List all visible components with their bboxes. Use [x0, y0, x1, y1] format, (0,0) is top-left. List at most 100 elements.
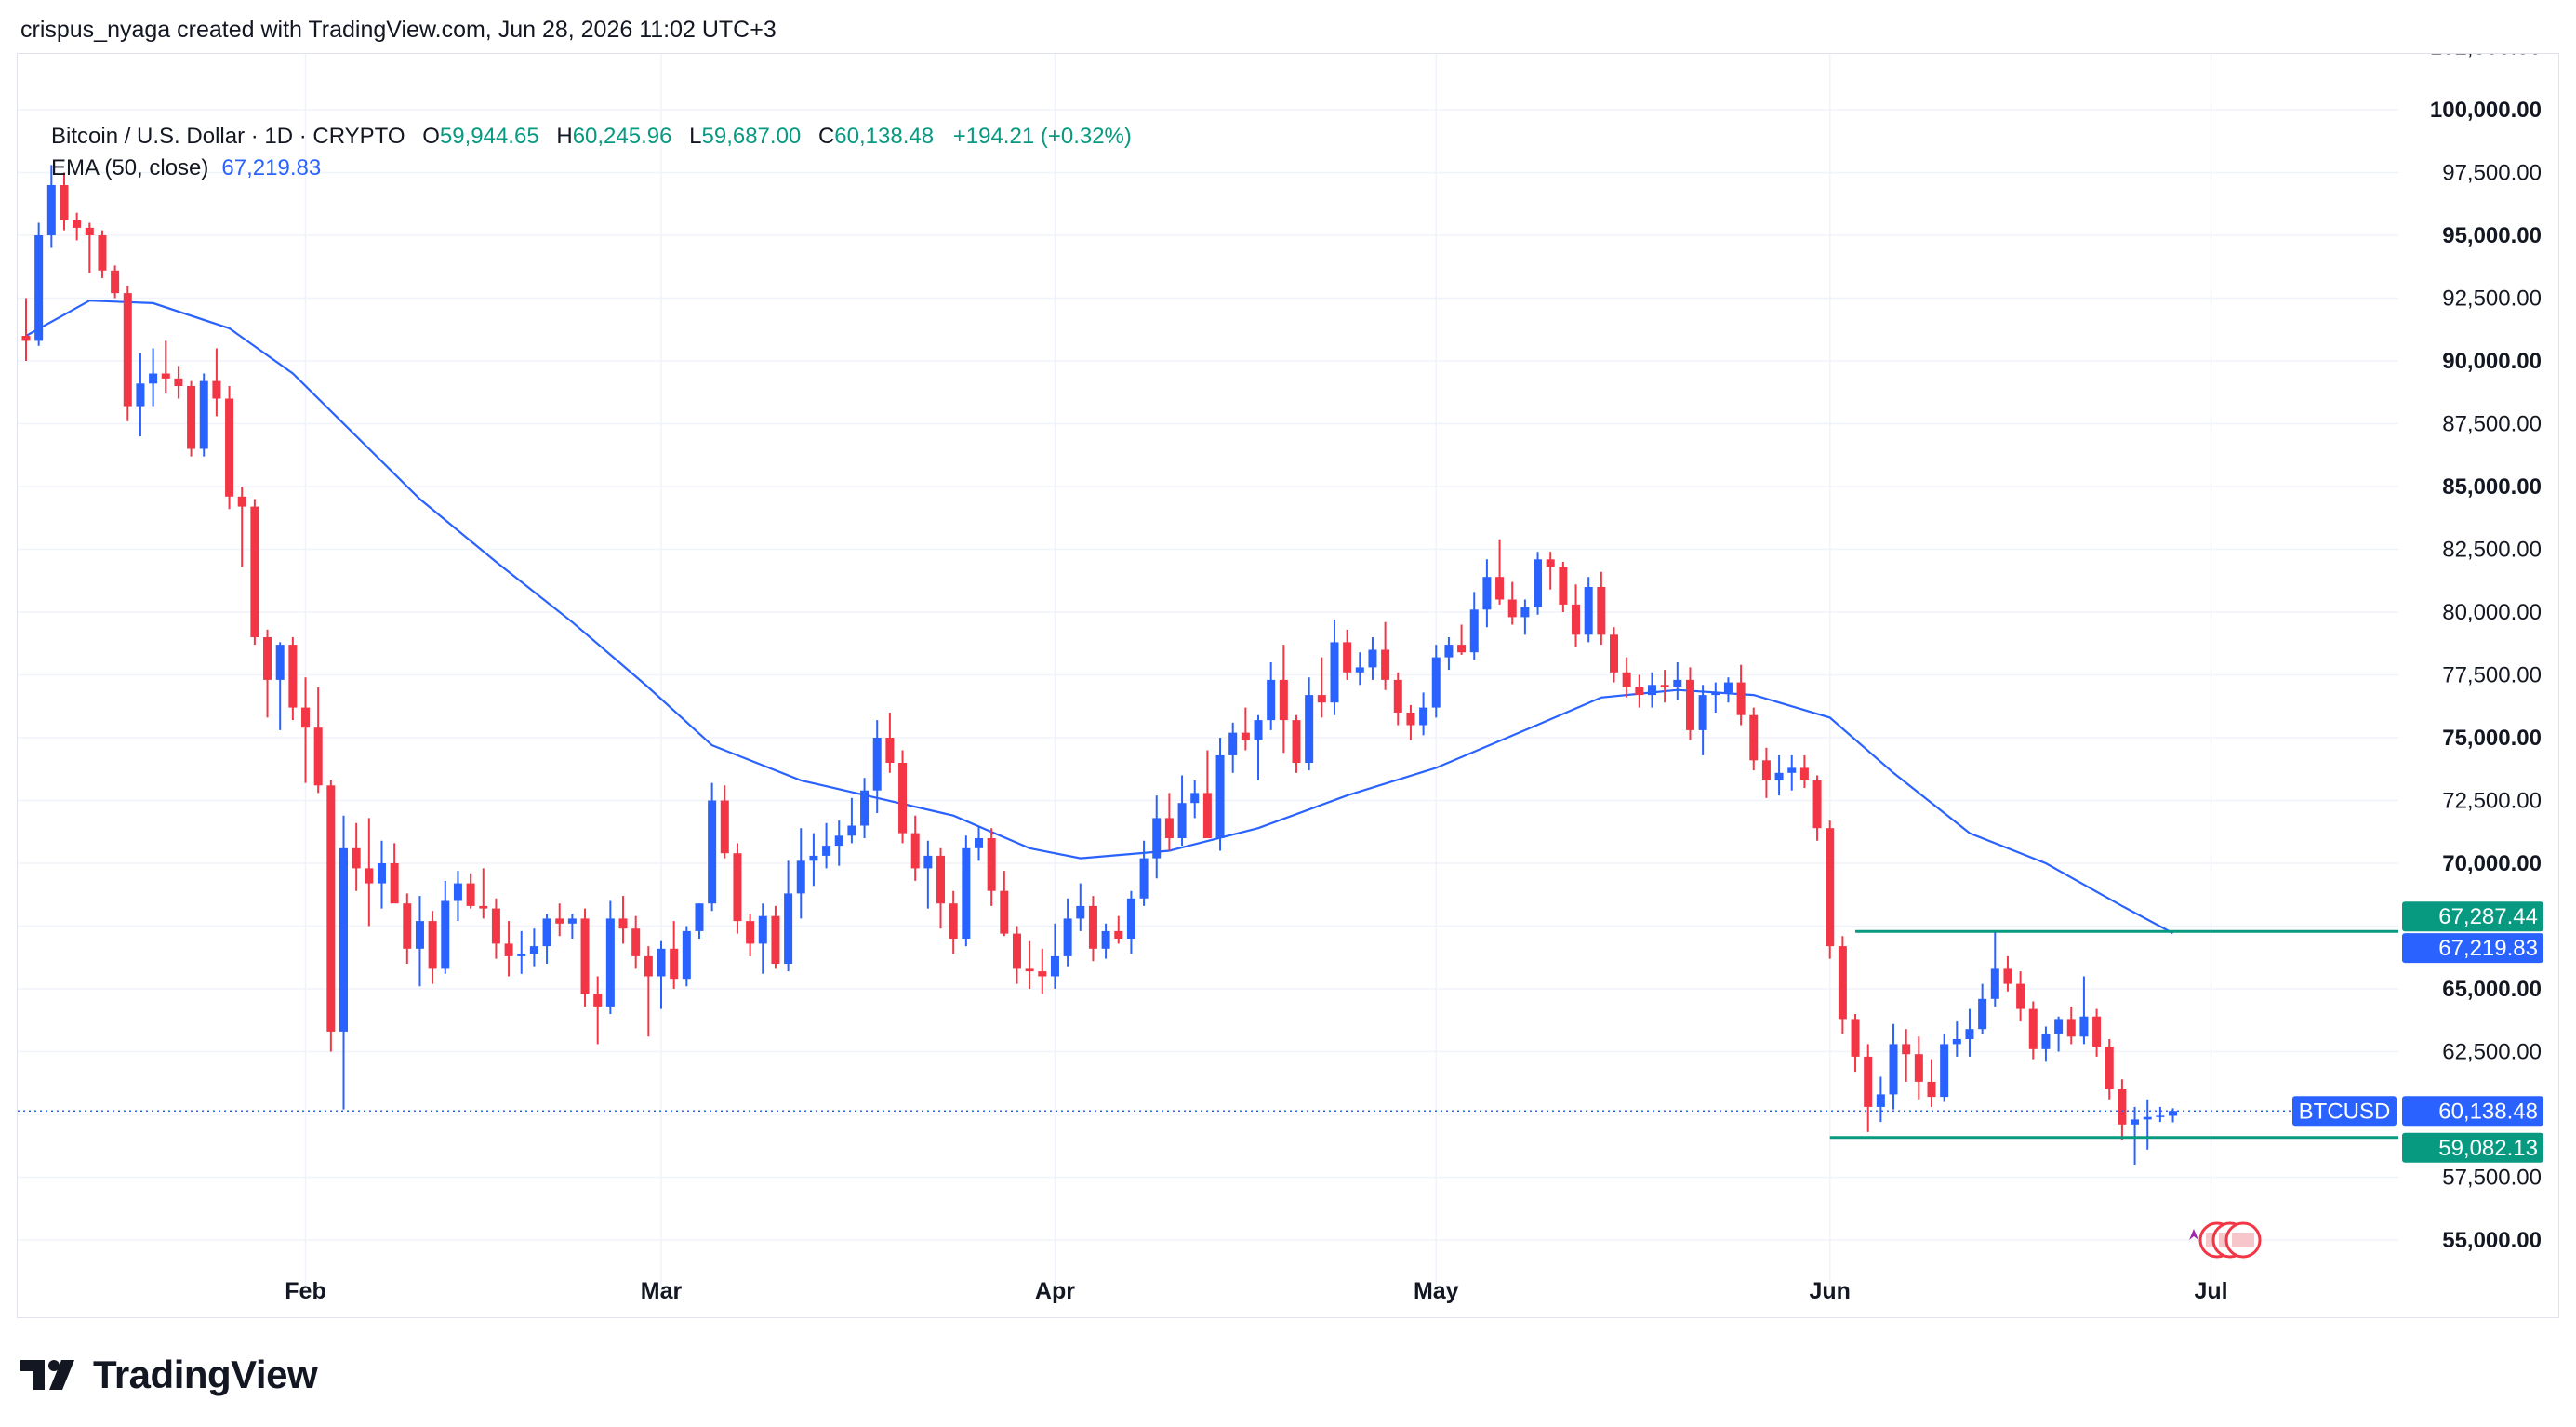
candle-body [682, 930, 691, 980]
candle [1088, 896, 1097, 962]
candle-body [174, 378, 183, 386]
time-axis[interactable]: Feb Mar Apr May Jun Jul [285, 1278, 2227, 1304]
candle-body [46, 185, 56, 235]
tradingview-logo-icon [20, 1360, 74, 1390]
candle-body [809, 855, 818, 861]
open-value: 59,944.65 [439, 124, 539, 149]
candle-body [1685, 679, 1694, 730]
candle [1584, 577, 1593, 643]
symbol-legend-row[interactable]: Bitcoin / U.S. Dollar · 1D · CRYPTO O59,… [51, 121, 1132, 153]
candle [2131, 1106, 2140, 1165]
candle-body [441, 900, 450, 969]
candle [949, 890, 958, 954]
candlestick-chart[interactable]: 55,000.00 57,500.00 62,500.00 65,000.00 70,0… [18, 54, 2560, 1319]
candle [1482, 559, 1492, 628]
candle-body [1902, 1044, 1911, 1055]
candle-body [1507, 599, 1517, 618]
candle [1889, 1023, 1898, 1110]
ema-legend-row[interactable]: EMA (50, close) 67,219.83 [51, 153, 1132, 184]
chart-panel[interactable]: 55,000.00 57,500.00 62,500.00 65,000.00 70,0… [17, 53, 2559, 1318]
candle-body [161, 373, 170, 379]
price-tick-label: 82,500.00 [2442, 538, 2542, 563]
candle-body [466, 883, 475, 906]
candle [21, 298, 31, 361]
candle [2105, 1039, 2114, 1100]
candle [1076, 883, 1085, 931]
candle-body [1063, 918, 1072, 956]
candle-body [1559, 567, 1568, 605]
candle [860, 778, 870, 838]
candle [111, 265, 120, 299]
ema-50-line [25, 300, 2174, 935]
candle-body [428, 921, 437, 969]
close-value: 60,138.48 [834, 124, 935, 149]
candle [237, 487, 246, 567]
price-tick-label: 62,500.00 [2442, 1040, 2542, 1065]
candle-body [1787, 767, 1797, 773]
candle-body [1406, 713, 1415, 726]
candle [2066, 1006, 2076, 1045]
candle-body [1114, 930, 1123, 939]
candle [1572, 584, 1581, 647]
candle [657, 940, 666, 1009]
price-tick-label: 85,000.00 [2442, 474, 2542, 500]
candle [1228, 722, 1238, 773]
candle [34, 222, 44, 346]
candle-body [1610, 634, 1618, 673]
candle [1610, 627, 1618, 683]
candle-body [199, 380, 208, 449]
candle-body [2016, 983, 2025, 1009]
candle-body [2105, 1047, 2114, 1089]
candle-body [605, 918, 615, 1007]
candle [733, 843, 742, 934]
tradingview-logo[interactable]: TradingView [20, 1347, 318, 1403]
candle [60, 172, 69, 231]
economic-event-icons [2189, 1221, 2262, 1259]
candle [2143, 1099, 2152, 1150]
price-tag-label: 59,082.13 [2438, 1136, 2538, 1161]
candle-body [1978, 998, 1987, 1030]
brand-name: TradingView [93, 1353, 318, 1396]
candle [784, 860, 793, 972]
candle-body [962, 847, 971, 939]
price-axis[interactable]: 55,000.00 57,500.00 62,500.00 65,000.00 70,0… [2430, 54, 2542, 1253]
candle-body [2054, 1019, 2064, 1034]
candle [517, 930, 526, 974]
candle-body [326, 785, 336, 1032]
candle-body [479, 905, 488, 909]
candle [1292, 714, 1301, 773]
candle-body [85, 227, 94, 235]
candle [898, 750, 908, 844]
candle [1393, 672, 1402, 726]
candle [415, 896, 424, 987]
candle [1647, 672, 1656, 708]
candle [275, 642, 285, 730]
candle-body [352, 847, 361, 869]
candle-body [542, 918, 551, 947]
candle [504, 921, 513, 977]
candle-body [2156, 1115, 2165, 1117]
candle-body [1838, 946, 1847, 1020]
candle [567, 914, 577, 939]
candle-body [2143, 1116, 2152, 1120]
grid [18, 54, 2398, 1287]
candle [1267, 662, 1276, 730]
candle [288, 637, 298, 721]
candle [2016, 971, 2025, 1022]
candle [1164, 793, 1174, 851]
candle-body [1381, 649, 1390, 680]
candle [529, 928, 538, 967]
event-icons[interactable] [2189, 1221, 2262, 1259]
candle [555, 903, 564, 937]
candle-body [1101, 930, 1110, 949]
candle [1534, 552, 1543, 615]
candle-body [517, 954, 526, 956]
time-tick-label: Mar [641, 1278, 683, 1304]
candle [1317, 657, 1326, 718]
candle-body [1876, 1094, 1885, 1107]
symbol-tag-label: BTCUSD [2299, 1099, 2391, 1124]
candle-body [885, 738, 895, 763]
candle [2028, 1001, 2038, 1060]
candle-body [1088, 905, 1097, 949]
candle [1495, 539, 1505, 605]
